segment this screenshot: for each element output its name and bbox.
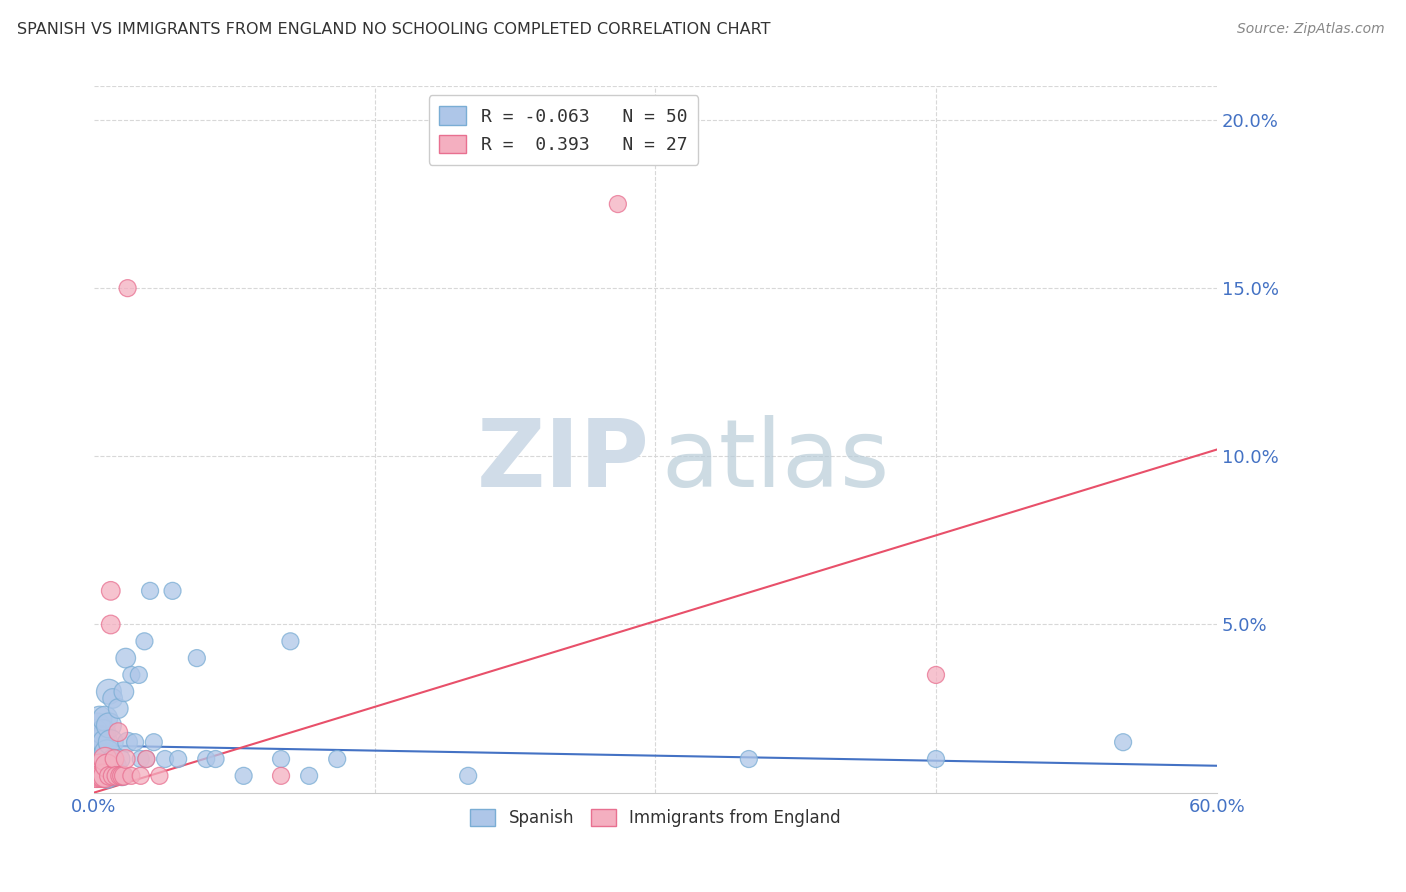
Point	[117, 735, 139, 749]
Point	[84, 769, 107, 783]
Point	[97, 685, 120, 699]
Point	[94, 769, 117, 783]
Point	[1112, 735, 1135, 749]
Point	[111, 769, 134, 783]
Point	[91, 725, 114, 739]
Point	[457, 769, 479, 783]
Point	[135, 752, 157, 766]
Point	[326, 752, 349, 766]
Point	[134, 634, 156, 648]
Point	[86, 718, 108, 732]
Point	[90, 758, 112, 772]
Point	[103, 769, 125, 783]
Point	[112, 769, 135, 783]
Point	[100, 735, 122, 749]
Point	[925, 668, 948, 682]
Point	[128, 668, 150, 682]
Point	[84, 725, 107, 739]
Point	[120, 668, 142, 682]
Point	[153, 752, 176, 766]
Point	[114, 651, 136, 665]
Point	[100, 583, 122, 598]
Point	[298, 769, 321, 783]
Point	[94, 712, 117, 726]
Text: ZIP: ZIP	[477, 415, 650, 507]
Point	[195, 752, 218, 766]
Point	[111, 769, 134, 783]
Point	[270, 769, 292, 783]
Point	[91, 769, 114, 783]
Point	[606, 197, 628, 211]
Point	[108, 752, 131, 766]
Point	[96, 769, 118, 783]
Point	[112, 685, 135, 699]
Point	[738, 752, 761, 766]
Point	[89, 745, 111, 759]
Text: SPANISH VS IMMIGRANTS FROM ENGLAND NO SCHOOLING COMPLETED CORRELATION CHART: SPANISH VS IMMIGRANTS FROM ENGLAND NO SC…	[17, 22, 770, 37]
Point	[103, 752, 125, 766]
Point	[100, 617, 122, 632]
Point	[100, 758, 122, 772]
Legend: Spanish, Immigrants from England: Spanish, Immigrants from England	[464, 802, 848, 834]
Text: atlas: atlas	[661, 415, 889, 507]
Point	[120, 769, 142, 783]
Point	[97, 718, 120, 732]
Point	[186, 651, 208, 665]
Point	[101, 769, 124, 783]
Point	[90, 731, 112, 746]
Point	[232, 769, 254, 783]
Point	[162, 583, 184, 598]
Point	[101, 752, 124, 766]
Point	[101, 691, 124, 706]
Point	[139, 583, 162, 598]
Point	[167, 752, 190, 766]
Text: Source: ZipAtlas.com: Source: ZipAtlas.com	[1237, 22, 1385, 37]
Point	[91, 752, 114, 766]
Point	[89, 712, 111, 726]
Point	[124, 735, 146, 749]
Point	[96, 745, 118, 759]
Point	[925, 752, 948, 766]
Point	[142, 735, 165, 749]
Point	[105, 758, 128, 772]
Point	[204, 752, 226, 766]
Point	[114, 752, 136, 766]
Point	[135, 752, 157, 766]
Point	[94, 752, 117, 766]
Point	[86, 735, 108, 749]
Point	[117, 281, 139, 295]
Point	[129, 752, 152, 766]
Point	[94, 735, 117, 749]
Point	[90, 769, 112, 783]
Point	[107, 701, 129, 715]
Point	[89, 758, 111, 772]
Point	[280, 634, 302, 648]
Point	[96, 758, 118, 772]
Point	[86, 769, 108, 783]
Point	[107, 725, 129, 739]
Point	[270, 752, 292, 766]
Point	[97, 769, 120, 783]
Point	[105, 769, 128, 783]
Point	[148, 769, 170, 783]
Point	[129, 769, 152, 783]
Point	[108, 769, 131, 783]
